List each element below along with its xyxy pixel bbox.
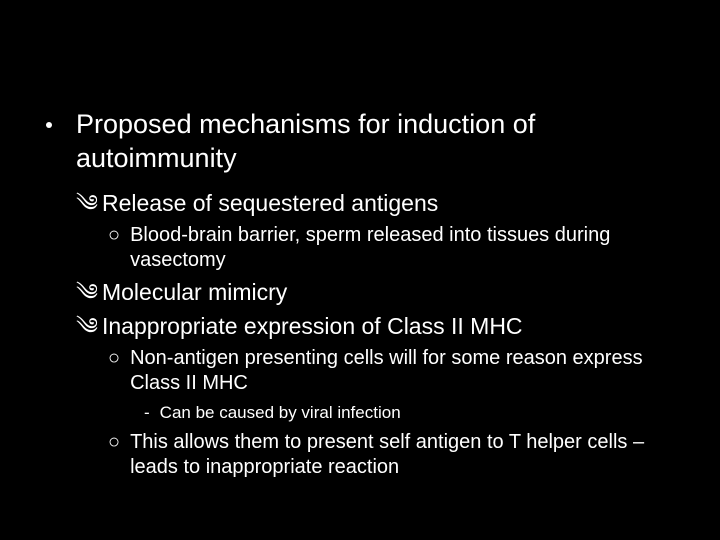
bullet-level1: Proposed mechanisms for induction of aut…: [46, 108, 690, 176]
dash-bullet-icon: -: [144, 402, 150, 423]
level2-text: Inappropriate expression of Class II MHC: [102, 313, 523, 341]
level3-text: This allows them to present self antigen…: [130, 430, 690, 480]
bullet-level2: ༄ Inappropriate expression of Class II M…: [76, 313, 690, 341]
open-circle-bullet-icon: ○: [108, 346, 120, 371]
dot-bullet-icon: [46, 122, 52, 128]
open-circle-bullet-icon: ○: [108, 223, 120, 248]
level4-text: Can be caused by viral infection: [160, 402, 401, 423]
flourish-bullet-icon: ༄: [76, 279, 98, 307]
level3-text: Blood-brain barrier, sperm released into…: [130, 223, 690, 273]
level2-text: Release of sequestered antigens: [102, 190, 438, 218]
bullet-level3: ○ Blood-brain barrier, sperm released in…: [108, 223, 690, 273]
bullet-level2: ༄ Molecular mimicry: [76, 279, 690, 307]
bullet-level3: ○ This allows them to present self antig…: [108, 430, 690, 480]
bullet-level4: - Can be caused by viral infection: [144, 402, 690, 423]
level2-text: Molecular mimicry: [102, 279, 287, 307]
level3-text: Non-antigen presenting cells will for so…: [130, 346, 690, 396]
level1-text: Proposed mechanisms for induction of aut…: [76, 108, 690, 176]
bullet-level3: ○ Non-antigen presenting cells will for …: [108, 346, 690, 396]
open-circle-bullet-icon: ○: [108, 430, 120, 455]
flourish-bullet-icon: ༄: [76, 313, 98, 341]
bullet-level2: ༄ Release of sequestered antigens: [76, 190, 690, 218]
slide-content: Proposed mechanisms for induction of aut…: [46, 108, 690, 486]
flourish-bullet-icon: ༄: [76, 190, 98, 218]
